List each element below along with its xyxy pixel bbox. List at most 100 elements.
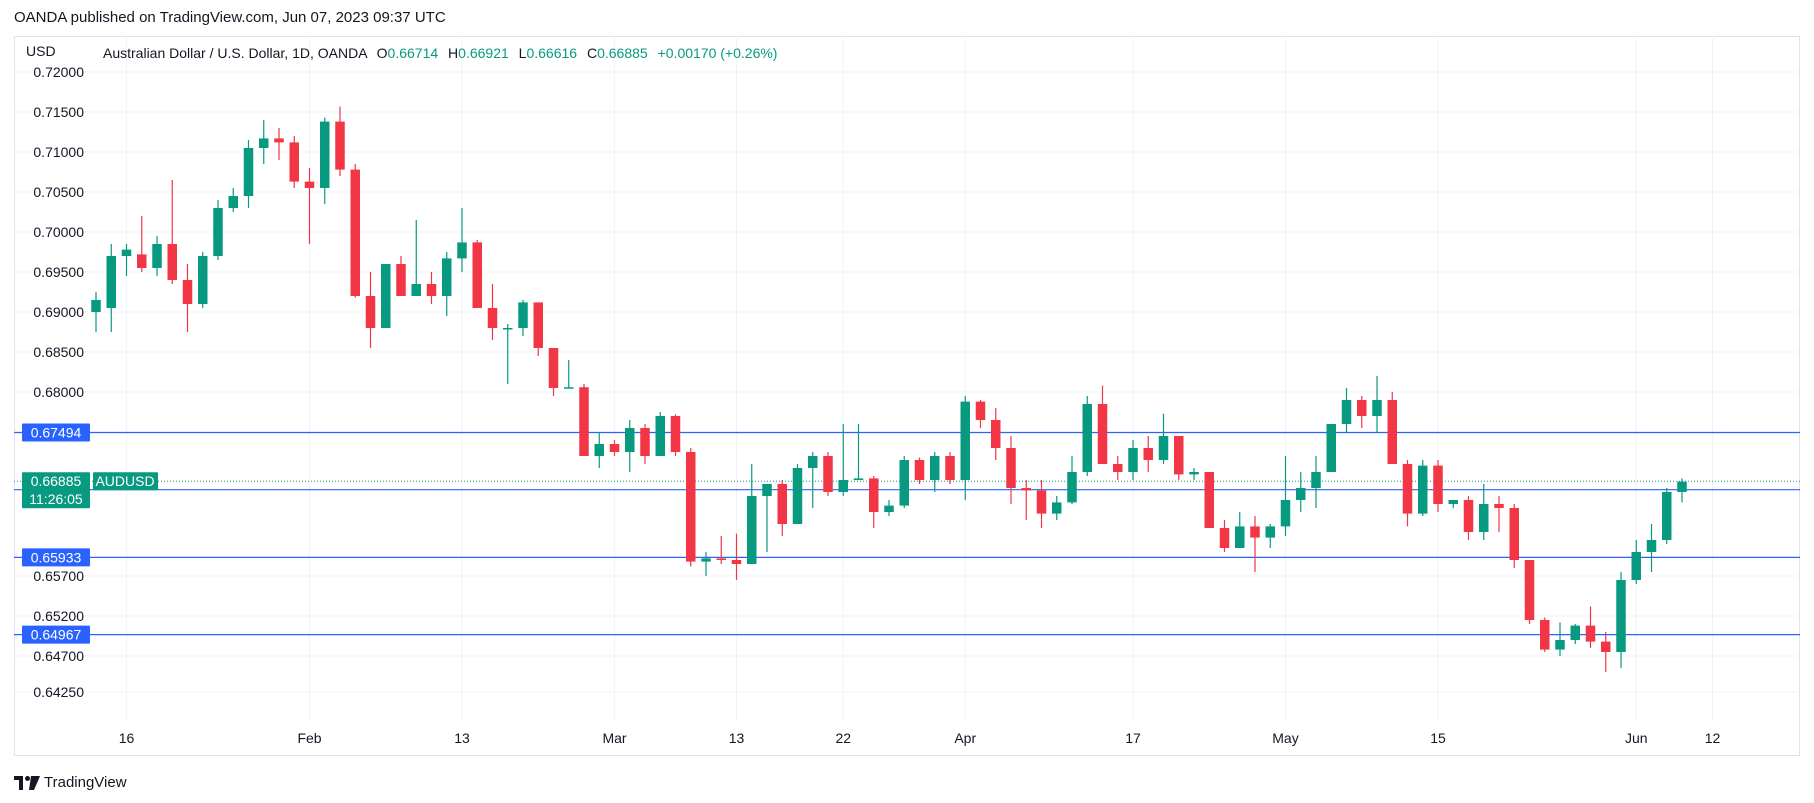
candle-body xyxy=(716,558,726,560)
candle-body xyxy=(853,478,864,480)
brand-name: TradingView xyxy=(44,774,127,791)
candle xyxy=(442,252,452,316)
y-tick-label: 0.70000 xyxy=(33,224,84,240)
candle-body xyxy=(1006,448,1016,488)
countdown-label: 11:26:05 xyxy=(29,491,83,507)
candle-body xyxy=(945,456,955,480)
x-tick-label: Feb xyxy=(297,730,321,746)
y-tick-label: 0.71000 xyxy=(33,144,84,160)
x-tick-label: Apr xyxy=(954,730,976,746)
candle-body xyxy=(533,302,543,348)
symbol-tag xyxy=(93,472,158,491)
candle-body xyxy=(152,244,162,268)
candle-body xyxy=(1448,500,1458,504)
candle xyxy=(1021,480,1031,520)
x-tick-label: May xyxy=(1272,730,1298,746)
candle-body xyxy=(1387,400,1397,464)
close-value: 0.66885 xyxy=(597,45,648,61)
candle xyxy=(1082,396,1092,476)
candle xyxy=(1494,496,1504,532)
candle xyxy=(213,200,223,260)
candle-body xyxy=(1082,404,1092,472)
x-tick-label: 16 xyxy=(119,730,135,746)
candle xyxy=(1143,436,1153,472)
candle-body xyxy=(1326,424,1336,472)
candle xyxy=(1509,504,1519,568)
low-label: L xyxy=(518,45,527,61)
y-tick-label: 0.69000 xyxy=(33,304,84,320)
candle xyxy=(228,188,238,212)
candle-body xyxy=(381,264,391,328)
candle xyxy=(731,533,742,580)
symbol-tag-label: AUDUSD xyxy=(95,473,154,489)
candle xyxy=(1174,436,1184,480)
candle xyxy=(243,140,254,208)
candle-body xyxy=(259,138,269,148)
candle xyxy=(274,128,284,160)
candle-body xyxy=(594,444,604,456)
candle xyxy=(350,164,360,298)
candle-body xyxy=(487,308,498,328)
open-label: O xyxy=(376,45,388,61)
candle-body xyxy=(1341,400,1352,424)
candle xyxy=(930,452,940,492)
candle-body xyxy=(1418,465,1428,514)
candle xyxy=(1402,460,1413,527)
candle xyxy=(335,106,345,176)
candle-body xyxy=(1296,488,1306,500)
candle xyxy=(1036,480,1047,528)
candle-body xyxy=(1372,400,1382,416)
candle-body xyxy=(274,138,284,143)
candle xyxy=(121,244,132,276)
tradingview-brand[interactable]: TradingView xyxy=(14,774,127,791)
candle xyxy=(701,552,711,576)
candle-body xyxy=(1402,464,1413,514)
candle-body xyxy=(884,505,894,512)
candle xyxy=(1189,468,1199,480)
candle xyxy=(1067,456,1077,504)
candle xyxy=(289,136,299,188)
candle-body xyxy=(564,387,574,389)
candle-body xyxy=(1265,526,1275,538)
level-label: 0.67494 xyxy=(31,424,82,440)
candle-body xyxy=(289,142,299,182)
chart-frame[interactable] xyxy=(14,36,1800,756)
candle xyxy=(182,264,193,332)
y-tick-label: 0.68000 xyxy=(33,384,84,400)
axis-currency: USD xyxy=(26,43,56,59)
candle-body xyxy=(823,456,833,492)
candle-body xyxy=(1601,641,1611,652)
symbol-legend[interactable]: Australian Dollar / U.S. Dollar, 1D, OAN… xyxy=(103,45,777,61)
candle-body xyxy=(579,387,589,456)
candle-body xyxy=(198,256,208,304)
y-tick-label: 0.72000 xyxy=(33,64,84,80)
close-label: C xyxy=(586,45,598,61)
candle xyxy=(1357,396,1367,428)
candle-body xyxy=(548,348,559,388)
y-tick-label: 0.64700 xyxy=(33,648,84,664)
candle-body xyxy=(1570,625,1580,640)
candle xyxy=(1006,436,1016,504)
candle xyxy=(1555,622,1565,656)
candle-body xyxy=(609,444,620,452)
candle xyxy=(91,292,101,332)
current-price-marker xyxy=(22,472,90,509)
candle xyxy=(991,408,1001,460)
candle-body xyxy=(167,244,177,280)
candle-body xyxy=(91,300,101,312)
candle xyxy=(457,208,467,272)
tradingview-logo-icon xyxy=(14,775,40,790)
change-value: +0.00170 (+0.26%) xyxy=(657,45,778,61)
candle-body xyxy=(747,496,757,564)
candle-body xyxy=(1097,404,1108,464)
candle-body xyxy=(1052,502,1062,514)
candle xyxy=(365,272,376,348)
symbol-name: Australian Dollar / U.S. Dollar, 1D, OAN… xyxy=(103,45,367,61)
candle xyxy=(838,424,848,496)
candle xyxy=(1265,524,1275,548)
candle xyxy=(137,216,147,272)
candle xyxy=(1601,632,1611,672)
candle-body xyxy=(457,242,467,259)
candle xyxy=(259,120,269,164)
